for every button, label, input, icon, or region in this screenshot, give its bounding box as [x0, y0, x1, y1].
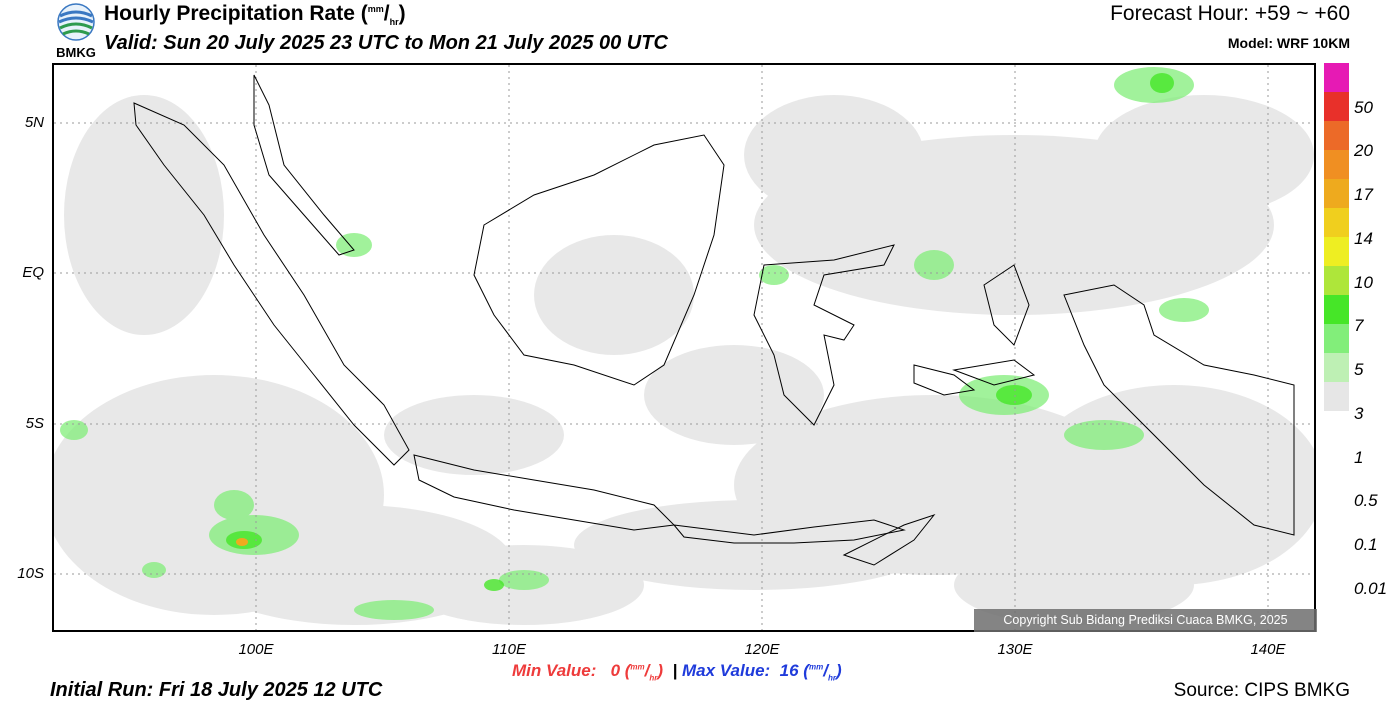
lon-label-110e: 110E [492, 641, 526, 658]
lat-label-5s: 5S [25, 415, 44, 432]
legend-label: 20 [1354, 141, 1373, 160]
bmkg-logo [57, 3, 95, 41]
source-credit: Source: CIPS BMKG [1173, 680, 1350, 701]
legend-swatch [1324, 150, 1349, 179]
precipitation-map [52, 63, 1316, 632]
legend-swatch [1324, 324, 1349, 353]
legend-swatch [1324, 121, 1349, 150]
lat-label-eq: EQ [22, 264, 44, 281]
valid-time: Valid: Sun 20 July 2025 23 UTC to Mon 21… [104, 32, 668, 54]
lat-label-10s: 10S [17, 565, 44, 582]
max-value: Max Value: 16 (mm/hr) [682, 661, 842, 683]
legend-swatch [1324, 63, 1349, 92]
legend-label: 1 [1354, 448, 1364, 467]
legend-label: 17 [1354, 185, 1373, 204]
initial-run: Initial Run: Fri 18 July 2025 12 UTC [50, 679, 383, 701]
lon-label-100e: 100E [238, 641, 274, 658]
legend-swatch [1324, 353, 1349, 382]
legend-label: 10 [1354, 273, 1373, 292]
legend-label: 0.1 [1354, 535, 1378, 554]
forecast-hour: Forecast Hour: +59 ~ +60 [1110, 2, 1350, 25]
lat-label-5n: 5N [24, 114, 44, 131]
min-value: Min Value: 0 (mm/hr) [512, 661, 664, 683]
legend-label: 50 [1354, 98, 1373, 117]
legend-label: 0.01 [1354, 579, 1388, 598]
legend-swatch [1324, 237, 1349, 266]
lon-label-130e: 130E [997, 641, 1033, 658]
legend-swatch [1324, 266, 1349, 295]
lon-label-120e: 120E [744, 641, 780, 658]
copyright-note: Copyright Sub Bidang Prediksi Cuaca BMKG… [974, 609, 1317, 632]
logo-text: BMKG [56, 45, 96, 60]
min-max-values: Min Value: 0 (mm/hr) | Max Value: 16 (mm… [512, 661, 842, 683]
lon-label-140e: 140E [1250, 641, 1286, 658]
color-legend [1324, 63, 1349, 411]
page-title: Hourly Precipitation Rate (mm/hr) [104, 2, 406, 28]
legend-label: 14 [1354, 229, 1373, 248]
legend-label: 3 [1354, 404, 1364, 423]
legend-swatch [1324, 92, 1349, 121]
legend-label: 0.5 [1354, 491, 1378, 510]
legend-label: 7 [1354, 316, 1364, 335]
map-canvas [54, 65, 1314, 630]
legend-swatch [1324, 179, 1349, 208]
legend-swatch [1324, 208, 1349, 237]
legend-label: 5 [1354, 360, 1364, 379]
legend-swatch [1324, 382, 1349, 411]
model-name: Model: WRF 10KM [1227, 35, 1350, 51]
legend-swatch [1324, 295, 1349, 324]
